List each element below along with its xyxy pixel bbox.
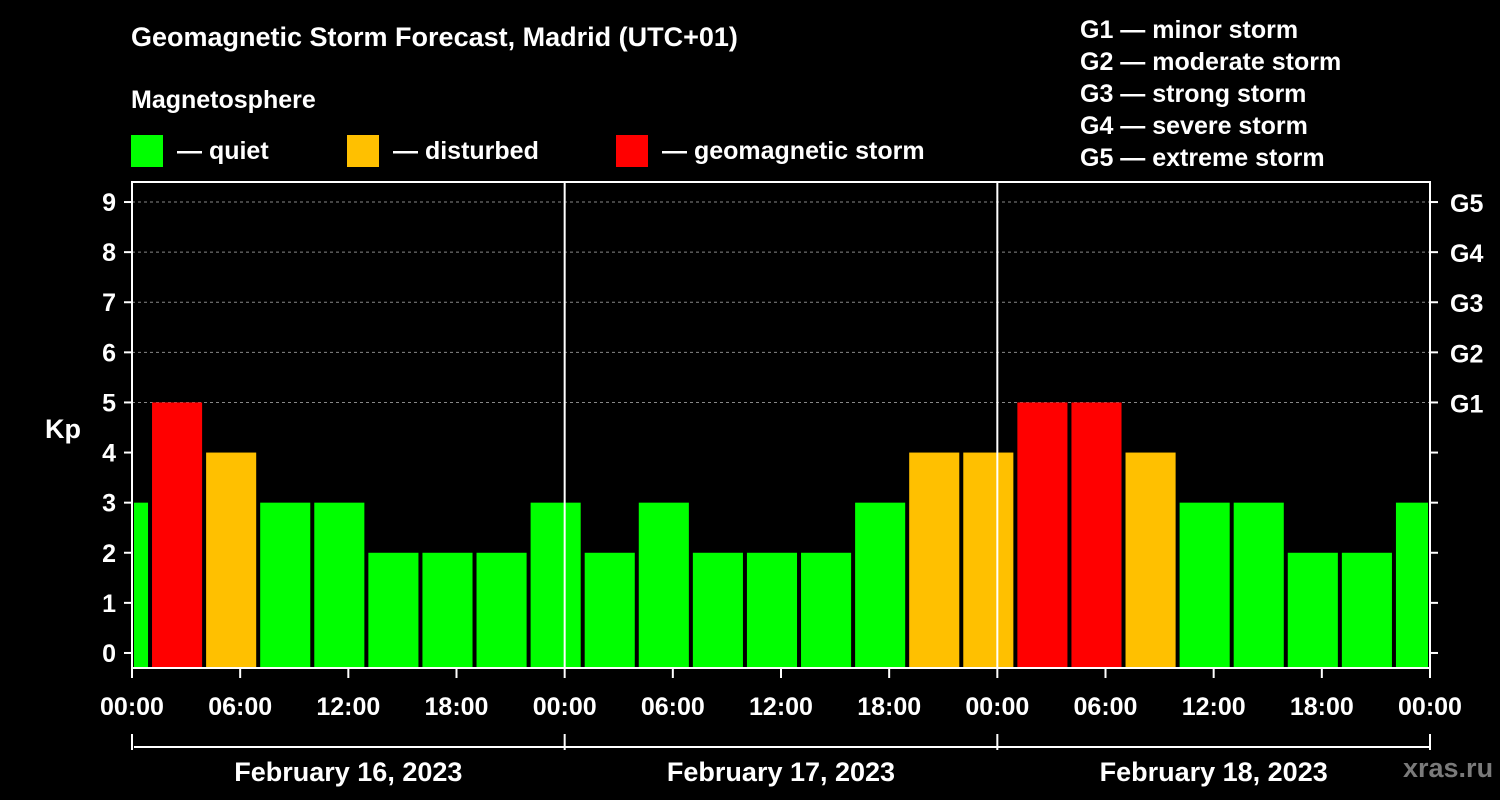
- bar-15: [909, 452, 960, 668]
- legend-swatch-quiet: [131, 135, 163, 167]
- x-tick-label-6: 12:00: [749, 693, 813, 721]
- bar-11: [692, 552, 743, 668]
- y-tick-label-5: 5: [102, 389, 116, 417]
- g-level-label-g3: G3: [1450, 290, 1483, 318]
- g-level-label-g1: G1: [1450, 390, 1483, 418]
- legend-item-quiet: — quiet: [131, 134, 269, 168]
- x-tick-label-0: 00:00: [100, 693, 164, 721]
- y-tick-label-7: 7: [102, 289, 116, 317]
- y-tick-label-8: 8: [102, 239, 116, 267]
- storm-scale-g1: G1 — minor storm: [1080, 16, 1299, 44]
- legend-item-disturbed: — disturbed: [347, 134, 539, 168]
- bar-12: [746, 552, 798, 668]
- bar-8: [530, 502, 581, 668]
- y-tick-label-0: 0: [102, 640, 116, 668]
- storm-scale-g3: G3 — strong storm: [1080, 80, 1307, 108]
- bar-17: [1017, 402, 1068, 668]
- x-tick-label-2: 12:00: [316, 693, 380, 721]
- legend-swatch-storm: [616, 135, 648, 167]
- day-label-2: February 17, 2023: [667, 757, 895, 787]
- storm-scale-g4: G4 — severe storm: [1080, 112, 1308, 140]
- day-label-3: February 18, 2023: [1100, 757, 1328, 787]
- legend-label-quiet: — quiet: [177, 136, 269, 165]
- g-level-label-g5: G5: [1450, 190, 1483, 218]
- x-tick-label-1: 06:00: [208, 693, 272, 721]
- x-tick-label-8: 00:00: [965, 693, 1029, 721]
- bar-14: [855, 502, 906, 668]
- y-tick-label-6: 6: [102, 339, 116, 367]
- bar-23: [1341, 552, 1392, 668]
- g-level-label-g4: G4: [1450, 240, 1483, 268]
- bar-21: [1233, 502, 1284, 668]
- bar-10: [638, 502, 689, 668]
- bar-3: [260, 502, 311, 668]
- storm-scale-g2: G2 — moderate storm: [1080, 48, 1342, 76]
- y-axis-label: Kp: [45, 414, 81, 444]
- x-tick-label-11: 18:00: [1290, 693, 1354, 721]
- x-tick-label-12: 00:00: [1398, 693, 1462, 721]
- bar-4: [314, 502, 365, 668]
- x-tick-label-4: 00:00: [533, 693, 597, 721]
- bar-18: [1071, 402, 1122, 668]
- legend-label-disturbed: — disturbed: [393, 136, 539, 165]
- watermark: xras.ru: [1403, 753, 1494, 783]
- x-tick-label-9: 06:00: [1074, 693, 1138, 721]
- bar-13: [801, 552, 852, 668]
- x-tick-label-7: 18:00: [857, 693, 921, 721]
- bar-19: [1125, 452, 1176, 668]
- legend-label-storm: — geomagnetic storm: [662, 136, 925, 165]
- y-tick-label-3: 3: [102, 490, 116, 518]
- bar-5: [368, 552, 419, 668]
- g-level-label-g2: G2: [1450, 340, 1483, 368]
- x-tick-label-5: 06:00: [641, 693, 705, 721]
- x-tick-label-10: 12:00: [1182, 693, 1246, 721]
- bar-2: [206, 452, 257, 668]
- legend-heading: Magnetosphere: [131, 86, 316, 114]
- storm-scale-legend: G1 — minor storm G2 — moderate storm G3 …: [1080, 14, 1341, 174]
- storm-scale-g5: G5 — extreme storm: [1080, 144, 1325, 172]
- day-label-1: February 16, 2023: [234, 757, 462, 787]
- chart-title: Geomagnetic Storm Forecast, Madrid (UTC+…: [131, 22, 738, 52]
- legend-item-storm: — geomagnetic storm: [616, 134, 925, 168]
- y-tick-label-1: 1: [102, 590, 116, 618]
- y-tick-label-4: 4: [102, 440, 116, 468]
- bar-9: [584, 552, 635, 668]
- bar-0: [134, 502, 149, 668]
- bar-22: [1287, 552, 1338, 668]
- bar-24: [1395, 502, 1428, 668]
- x-tick-label-3: 18:00: [425, 693, 489, 721]
- bar-1: [152, 402, 203, 668]
- legend-swatch-disturbed: [347, 135, 379, 167]
- y-tick-label-2: 2: [102, 540, 116, 568]
- y-tick-label-9: 9: [102, 189, 116, 217]
- bar-6: [422, 552, 473, 668]
- bar-16: [963, 452, 1014, 668]
- bar-20: [1179, 502, 1230, 668]
- bar-7: [476, 552, 527, 668]
